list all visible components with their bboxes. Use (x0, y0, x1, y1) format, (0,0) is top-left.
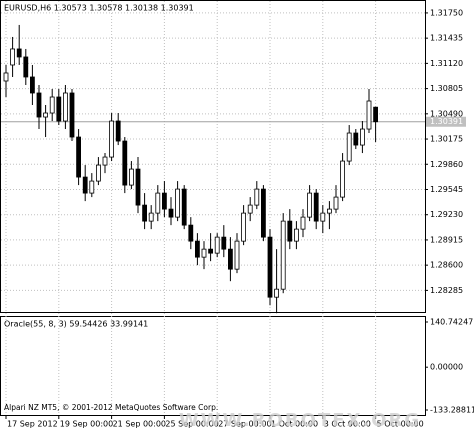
y-tick-label: 140.74247 (430, 318, 473, 327)
candle-body (247, 204, 253, 214)
x-tick-label: 17 Sep 2012 (7, 420, 58, 429)
candle-body (280, 220, 286, 290)
footer: Alpari NZ MT5, © 2001-2012 MetaQuotes So… (4, 403, 218, 412)
y-tick-label: 1.30805 (430, 84, 463, 93)
candle-body (155, 192, 161, 214)
y-tick-label: 1.29860 (430, 160, 463, 169)
x-tick-label: 19 Sep 00:00 (60, 420, 113, 429)
candle-body (260, 188, 266, 238)
candle-body (353, 132, 359, 146)
candle-body (29, 76, 35, 94)
y-tick-label: -133.28811 (430, 406, 474, 415)
candle-body (161, 192, 167, 210)
y-tick-label: 1.29230 (430, 210, 463, 219)
candle-body (234, 240, 240, 270)
candle-body (221, 236, 227, 250)
candle-body (359, 128, 365, 146)
candle-body (82, 176, 88, 194)
candle-body (49, 96, 55, 114)
candle-body (23, 56, 29, 78)
indicator-title: Oracle(55, 8, 3) 59.54426 33.99141 (4, 320, 148, 329)
candle-body (333, 196, 339, 210)
x-tick-label: 1 Oct 00:00 (271, 420, 318, 429)
x-tick-label: 5 Oct 00:00 (377, 420, 424, 429)
candle-body (326, 208, 332, 214)
candle-body (76, 136, 81, 178)
candle-body (109, 120, 114, 158)
watermark: WWW.ROBOTFX.ORG (179, 410, 421, 430)
candle-body (102, 156, 108, 166)
candle-body (267, 236, 273, 298)
candle-body (307, 192, 313, 218)
y-tick-label: 1.28285 (430, 286, 463, 295)
candle-body (320, 212, 326, 222)
candle-body (89, 180, 95, 194)
x-tick-label: 3 Oct 00:00 (324, 420, 371, 429)
y-tick-label: 1.28915 (430, 235, 463, 244)
candle-body (56, 96, 62, 122)
current-price-box (426, 116, 466, 127)
y-tick-label: 1.30175 (430, 135, 463, 144)
candle-body (36, 92, 42, 118)
candle-body (188, 224, 194, 242)
candle-body (63, 92, 68, 122)
candle-body (214, 236, 220, 254)
candle-body (122, 140, 128, 186)
candle-body (10, 48, 16, 66)
candle-body (168, 208, 174, 218)
main-pane (0, 0, 426, 313)
candle-body (373, 106, 379, 123)
candle-body (69, 92, 75, 138)
candle-body (274, 288, 280, 298)
y-tick-label: 1.29545 (430, 185, 463, 194)
candle-body (148, 212, 154, 222)
candle-body (293, 228, 299, 242)
candle-body (135, 168, 141, 206)
candle-body (287, 220, 293, 242)
indicator-pane (0, 316, 426, 416)
candle-body (254, 188, 260, 206)
candle-body (300, 216, 306, 230)
x-tick-label: 27 Sep 00:00 (218, 420, 271, 429)
candle-body (201, 248, 207, 258)
y-tick-label: 0.00000 (430, 363, 463, 372)
candle-body (142, 204, 148, 222)
candle-body (208, 248, 214, 254)
candle-body (175, 188, 181, 218)
y-tick-label: 1.31750 (430, 8, 463, 17)
y-tick-label: 1.31435 (430, 34, 463, 43)
current-price-label: 1.30391 (430, 117, 463, 126)
candle-body (194, 240, 200, 258)
candle-body (96, 164, 101, 182)
candle-body (241, 212, 247, 242)
candle-body (16, 48, 22, 58)
y-tick-label: 1.28600 (430, 261, 463, 270)
y-tick-label: 1.30490 (430, 109, 463, 118)
x-tick-label: 21 Sep 00:00 (113, 420, 166, 429)
candle-body (181, 188, 187, 226)
y-tick-label: 1.31120 (430, 59, 463, 68)
candle-body (115, 120, 121, 142)
candle-body (43, 112, 48, 118)
candle-body (313, 192, 319, 222)
chart-title: EURUSD,H6 1.30573 1.30578 1.30138 1.3039… (4, 4, 194, 13)
candle-body (3, 72, 9, 82)
candle-body (128, 168, 134, 186)
candle-body (340, 160, 346, 198)
candle-body (366, 100, 372, 130)
candle-body (346, 132, 352, 162)
x-tick-label: 25 Sep 00:00 (165, 420, 218, 429)
candle-body (227, 248, 233, 270)
